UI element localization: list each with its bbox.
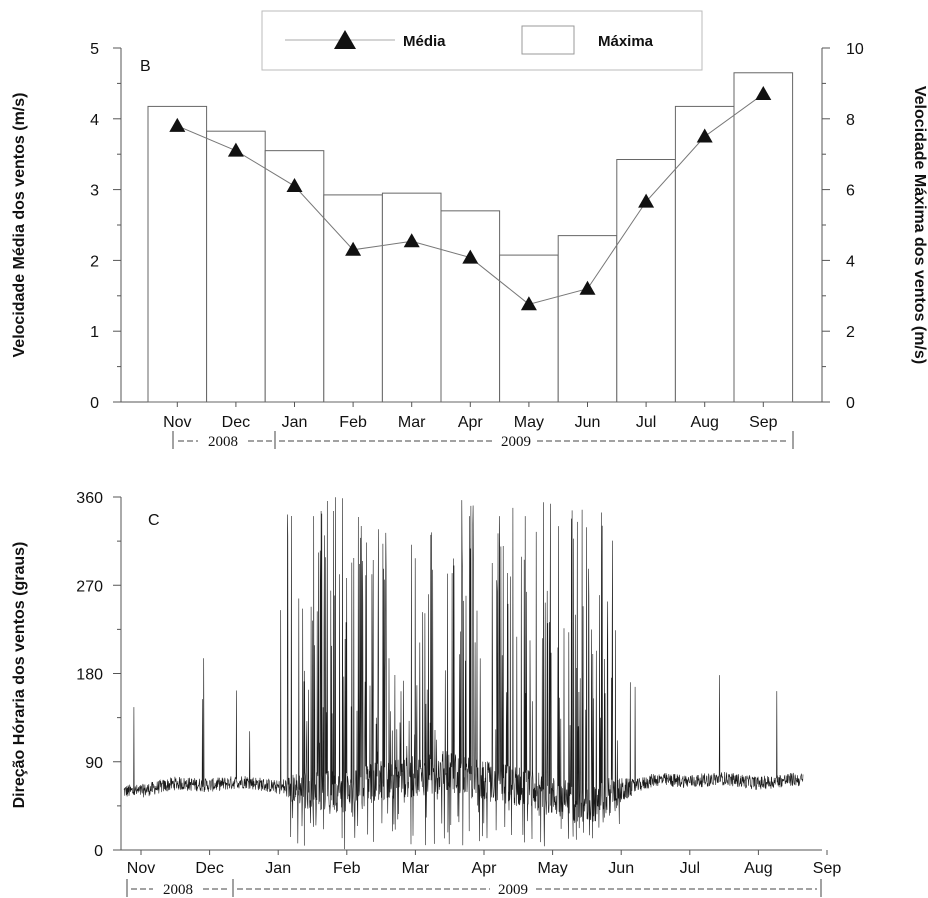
direction-trace — [123, 497, 804, 850]
x-tick-label: Mar — [398, 414, 426, 431]
bar-maxima — [733, 72, 794, 403]
panel-label-b: B — [140, 58, 151, 75]
c-x-tick-label: Jan — [265, 860, 291, 877]
left-tick-label: 0 — [90, 395, 99, 412]
legend-label-maxima: Máxima — [598, 33, 654, 50]
x-tick-label: Nov — [163, 414, 191, 431]
c-left-tick-label: 270 — [76, 578, 103, 595]
point-media — [286, 178, 303, 193]
x-tick-label: Aug — [690, 414, 718, 431]
c-x-tick-label: Apr — [472, 860, 498, 877]
c-left-axis-title: Direção Hóraria dos ventos (graus) — [11, 542, 28, 809]
bar-maxima — [499, 254, 559, 403]
x-tick-label: May — [514, 414, 544, 431]
legend-swatch-maxima — [521, 25, 575, 55]
x-tick-label: Dec — [222, 414, 250, 431]
left-tick-label: 2 — [90, 253, 99, 270]
c-x-tick-label: Jun — [608, 860, 634, 877]
panel-label-c: C — [148, 512, 160, 529]
bar-maxima — [323, 194, 383, 403]
x-tick-label: Sep — [749, 414, 778, 431]
year-bracket-c: 2008 2009 — [126, 879, 822, 898]
bar-maxima — [440, 210, 501, 403]
bar-maxima — [557, 235, 618, 403]
right-tick-label: 8 — [846, 112, 855, 129]
x-tick-label: Feb — [339, 414, 367, 431]
year-label-2008: 2008 — [208, 434, 238, 450]
right-tick-label: 4 — [846, 253, 855, 270]
point-media — [227, 142, 244, 157]
c-x-tick-label: Sep — [813, 860, 842, 877]
left-tick-label: 1 — [90, 324, 99, 341]
c-left-tick-label: 0 — [94, 843, 103, 860]
x-tick-label: Jun — [575, 414, 601, 431]
bar-maxima — [264, 150, 325, 403]
point-media — [169, 117, 186, 132]
left-axis-title: Velocidade Média dos ventos (m/s) — [11, 93, 28, 358]
bar-maxima — [381, 192, 442, 403]
left-tick-label: 3 — [90, 183, 99, 200]
point-media — [755, 86, 772, 101]
bar-maxima — [674, 105, 735, 403]
x-tick-label: Jan — [282, 414, 308, 431]
c-year-label-2008: 2008 — [163, 882, 193, 898]
c-x-tick-label: Jul — [680, 860, 700, 877]
c-left-tick-label: 180 — [76, 667, 103, 684]
point-media — [403, 233, 420, 248]
c-x-tick-label: May — [537, 860, 567, 877]
year-label-2009: 2009 — [501, 434, 531, 450]
c-x-tick-label: Feb — [333, 860, 361, 877]
c-x-tick-label: Nov — [127, 860, 155, 877]
c-left-tick-label: 360 — [76, 490, 103, 507]
bar-maxima — [147, 105, 208, 403]
left-tick-label: 5 — [90, 41, 99, 58]
legend: Média Máxima — [261, 10, 703, 71]
right-tick-label: 2 — [846, 324, 855, 341]
right-tick-label: 10 — [846, 41, 864, 58]
c-x-tick-label: Aug — [744, 860, 772, 877]
year-bracket-b: 2008 2009 — [172, 431, 794, 450]
point-media — [345, 241, 362, 256]
panel-c-hourly-direction: 0 90 180 270 360 Nov Dec Jan Feb Mar Apr May Jun Jul… — [11, 490, 841, 898]
point-media — [520, 296, 537, 311]
c-x-tick-label: Mar — [402, 860, 430, 877]
bar-maxima — [206, 130, 266, 403]
c-year-label-2009: 2009 — [498, 882, 528, 898]
point-media — [462, 249, 479, 264]
left-tick-label: 4 — [90, 112, 99, 129]
panel-b-mean-max-speed: 0 1 2 3 4 5 0 2 4 6 8 10 Nov Dec Jan Feb Mar Apr May Jun J… — [11, 10, 928, 450]
c-left-tick-label: 90 — [85, 755, 103, 772]
legend-triangle-icon — [334, 30, 356, 49]
c-x-tick-label: Dec — [195, 860, 223, 877]
point-media — [579, 280, 596, 295]
x-tick-label: Jul — [636, 414, 656, 431]
legend-label-media: Média — [403, 33, 446, 50]
point-media — [638, 193, 655, 208]
right-tick-label: 0 — [846, 395, 855, 412]
right-axis-title: Velocidade Máxima dos ventos (m/s) — [911, 86, 928, 364]
point-media — [696, 128, 713, 143]
x-tick-label: Apr — [458, 414, 484, 431]
right-tick-label: 6 — [846, 183, 855, 200]
